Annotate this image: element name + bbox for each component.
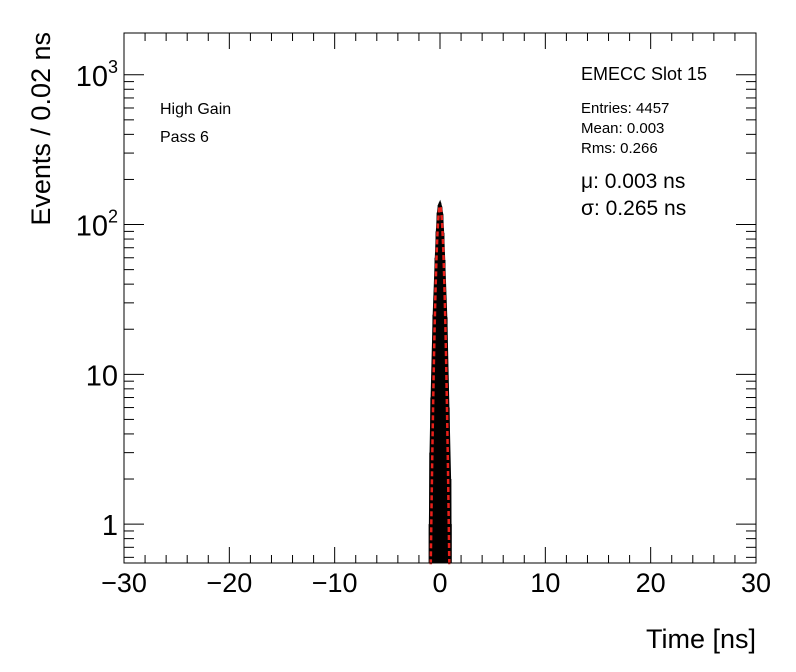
y-tick-label: 103 bbox=[76, 57, 118, 93]
y-axis-label: Events / 0.02 ns bbox=[26, 32, 56, 226]
x-tick-label: 10 bbox=[530, 568, 560, 598]
panel-title: EMECC Slot 15 bbox=[581, 64, 707, 84]
x-tick-label: −10 bbox=[312, 568, 358, 598]
gaussian-fit-series bbox=[429, 204, 451, 565]
annotation-pass: Pass 6 bbox=[160, 129, 209, 146]
stat-entries: Entries: 4457 bbox=[581, 100, 669, 117]
y-tick-label-base: 10 bbox=[76, 211, 108, 243]
stat-rms: Rms: 0.266 bbox=[581, 140, 658, 157]
x-tick-label: −30 bbox=[101, 568, 147, 598]
y-tick-label-exponent: 3 bbox=[108, 57, 118, 77]
stat-mean: Mean: 0.003 bbox=[581, 120, 664, 137]
fit-mu: μ: 0.003 ns bbox=[581, 170, 685, 193]
y-tick-label-base: 10 bbox=[76, 61, 108, 93]
annotation-high-gain: High Gain bbox=[160, 101, 231, 118]
y-tick-label-base: 1 bbox=[102, 510, 118, 542]
axis-ticks bbox=[123, 33, 757, 563]
fit-sigma: σ: 0.265 ns bbox=[581, 197, 686, 220]
plot-frame bbox=[123, 32, 757, 564]
y-tick-label: 10 bbox=[86, 360, 118, 392]
histogram-outline bbox=[428, 199, 452, 563]
y-tick-label-exponent: 2 bbox=[108, 207, 118, 227]
x-tick-label: −20 bbox=[206, 568, 252, 598]
x-tick-label: 30 bbox=[741, 568, 771, 598]
x-axis-label: Time [ns] bbox=[646, 624, 756, 654]
x-tick-labels: −30 −20 −10 0 10 20 30 bbox=[101, 568, 771, 598]
x-tick-label: 20 bbox=[636, 568, 666, 598]
y-tick-label-base: 10 bbox=[86, 360, 118, 392]
y-tick-label: 102 bbox=[76, 207, 118, 243]
y-tick-label: 1 bbox=[102, 510, 118, 542]
gaussian-fit-curve bbox=[429, 204, 451, 565]
x-tick-label: 0 bbox=[432, 568, 447, 598]
